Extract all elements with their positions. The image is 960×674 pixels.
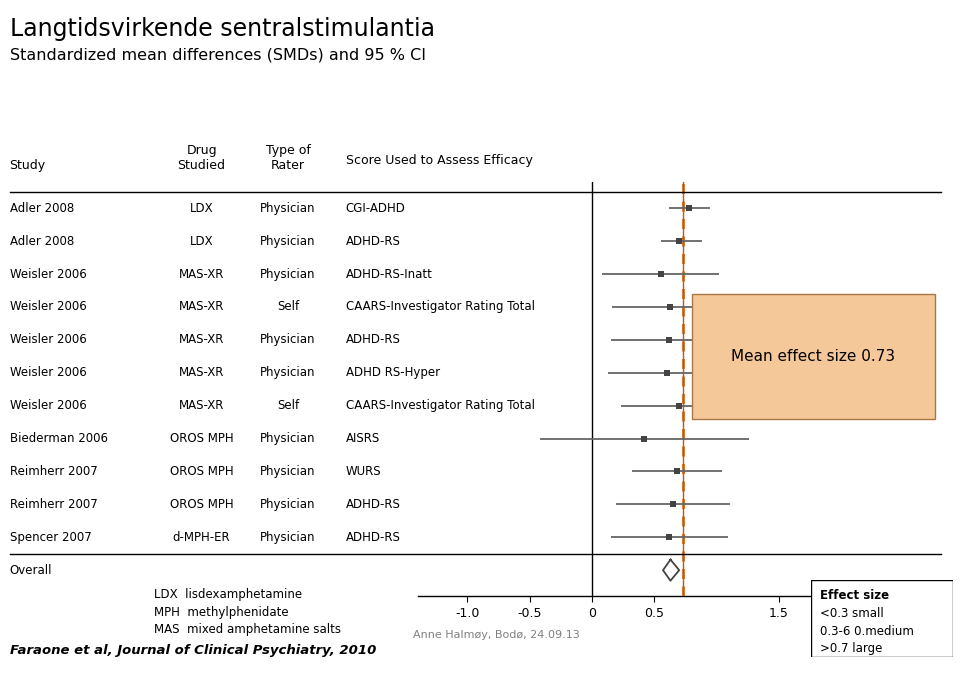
Text: Effect size: Effect size <box>820 589 889 602</box>
Text: MPH  methylphenidate: MPH methylphenidate <box>154 606 288 619</box>
Text: AISRS: AISRS <box>346 432 380 445</box>
Text: MAS-XR: MAS-XR <box>179 399 225 412</box>
Text: Overall: Overall <box>10 563 52 577</box>
Text: MAS-XR: MAS-XR <box>179 301 225 313</box>
Text: Weisler 2006: Weisler 2006 <box>10 399 86 412</box>
Text: Weisler 2006: Weisler 2006 <box>10 301 86 313</box>
Text: Mean effect size 0.73: Mean effect size 0.73 <box>732 349 895 364</box>
Text: <0.3 small: <0.3 small <box>820 607 883 620</box>
Text: Reimherr 2007: Reimherr 2007 <box>10 498 97 511</box>
Text: Biederman 2006: Biederman 2006 <box>10 432 108 445</box>
Text: Physician: Physician <box>260 334 316 346</box>
Text: MAS-XR: MAS-XR <box>179 334 225 346</box>
Text: Self: Self <box>276 399 300 412</box>
Text: ADHD-RS: ADHD-RS <box>346 530 400 544</box>
Text: Physician: Physician <box>260 268 316 280</box>
Text: Physician: Physician <box>260 202 316 215</box>
Text: OROS MPH: OROS MPH <box>170 498 233 511</box>
Text: MAS  mixed amphetamine salts: MAS mixed amphetamine salts <box>154 623 341 636</box>
FancyBboxPatch shape <box>811 580 953 657</box>
Text: ADHD-RS: ADHD-RS <box>346 334 400 346</box>
Text: Physician: Physician <box>260 465 316 478</box>
Text: Type of
Rater: Type of Rater <box>266 144 310 172</box>
Text: CAARS-Investigator Rating Total: CAARS-Investigator Rating Total <box>346 399 535 412</box>
Text: Score Used to Assess Efficacy: Score Used to Assess Efficacy <box>346 154 533 167</box>
Text: CGI-ADHD: CGI-ADHD <box>346 202 405 215</box>
Text: ADHD RS-Hyper: ADHD RS-Hyper <box>346 366 440 379</box>
Text: Anne Halmøy, Bodø, 24.09.13: Anne Halmøy, Bodø, 24.09.13 <box>413 630 580 640</box>
Text: ADHD-RS-Inatt: ADHD-RS-Inatt <box>346 268 432 280</box>
Text: Study: Study <box>10 158 46 172</box>
Text: Physician: Physician <box>260 432 316 445</box>
Text: LDX: LDX <box>190 235 213 248</box>
Text: Standardized mean differences (SMDs) and 95 % CI: Standardized mean differences (SMDs) and… <box>10 47 425 62</box>
Text: Physician: Physician <box>260 530 316 544</box>
Text: d-MPH-ER: d-MPH-ER <box>173 530 230 544</box>
Text: Faraone et al, Journal of Clinical Psychiatry, 2010: Faraone et al, Journal of Clinical Psych… <box>10 644 376 657</box>
Text: 0.3-6 0.medium: 0.3-6 0.medium <box>820 625 914 638</box>
Text: Weisler 2006: Weisler 2006 <box>10 366 86 379</box>
Text: Drug
Studied: Drug Studied <box>178 144 226 172</box>
Text: MAS-XR: MAS-XR <box>179 268 225 280</box>
Text: Physician: Physician <box>260 235 316 248</box>
Text: OROS MPH: OROS MPH <box>170 432 233 445</box>
Text: Physician: Physician <box>260 366 316 379</box>
Text: >0.7 large: >0.7 large <box>820 642 882 654</box>
Text: Reimherr 2007: Reimherr 2007 <box>10 465 97 478</box>
Text: Weisler 2006: Weisler 2006 <box>10 334 86 346</box>
FancyBboxPatch shape <box>691 294 935 419</box>
Text: WURS: WURS <box>346 465 381 478</box>
Text: OROS MPH: OROS MPH <box>170 465 233 478</box>
Text: Adler 2008: Adler 2008 <box>10 202 74 215</box>
Text: MAS-XR: MAS-XR <box>179 366 225 379</box>
Text: Physician: Physician <box>260 498 316 511</box>
Text: ADHD-RS: ADHD-RS <box>346 498 400 511</box>
Text: Weisler 2006: Weisler 2006 <box>10 268 86 280</box>
Text: ADHD-RS: ADHD-RS <box>346 235 400 248</box>
Text: CAARS-Investigator Rating Total: CAARS-Investigator Rating Total <box>346 301 535 313</box>
Text: LDX: LDX <box>190 202 213 215</box>
Text: Self: Self <box>276 301 300 313</box>
Text: Spencer 2007: Spencer 2007 <box>10 530 91 544</box>
Text: Langtidsvirkende sentralstimulantia: Langtidsvirkende sentralstimulantia <box>10 17 435 41</box>
Text: Adler 2008: Adler 2008 <box>10 235 74 248</box>
Text: LDX  lisdexamphetamine: LDX lisdexamphetamine <box>154 588 301 601</box>
